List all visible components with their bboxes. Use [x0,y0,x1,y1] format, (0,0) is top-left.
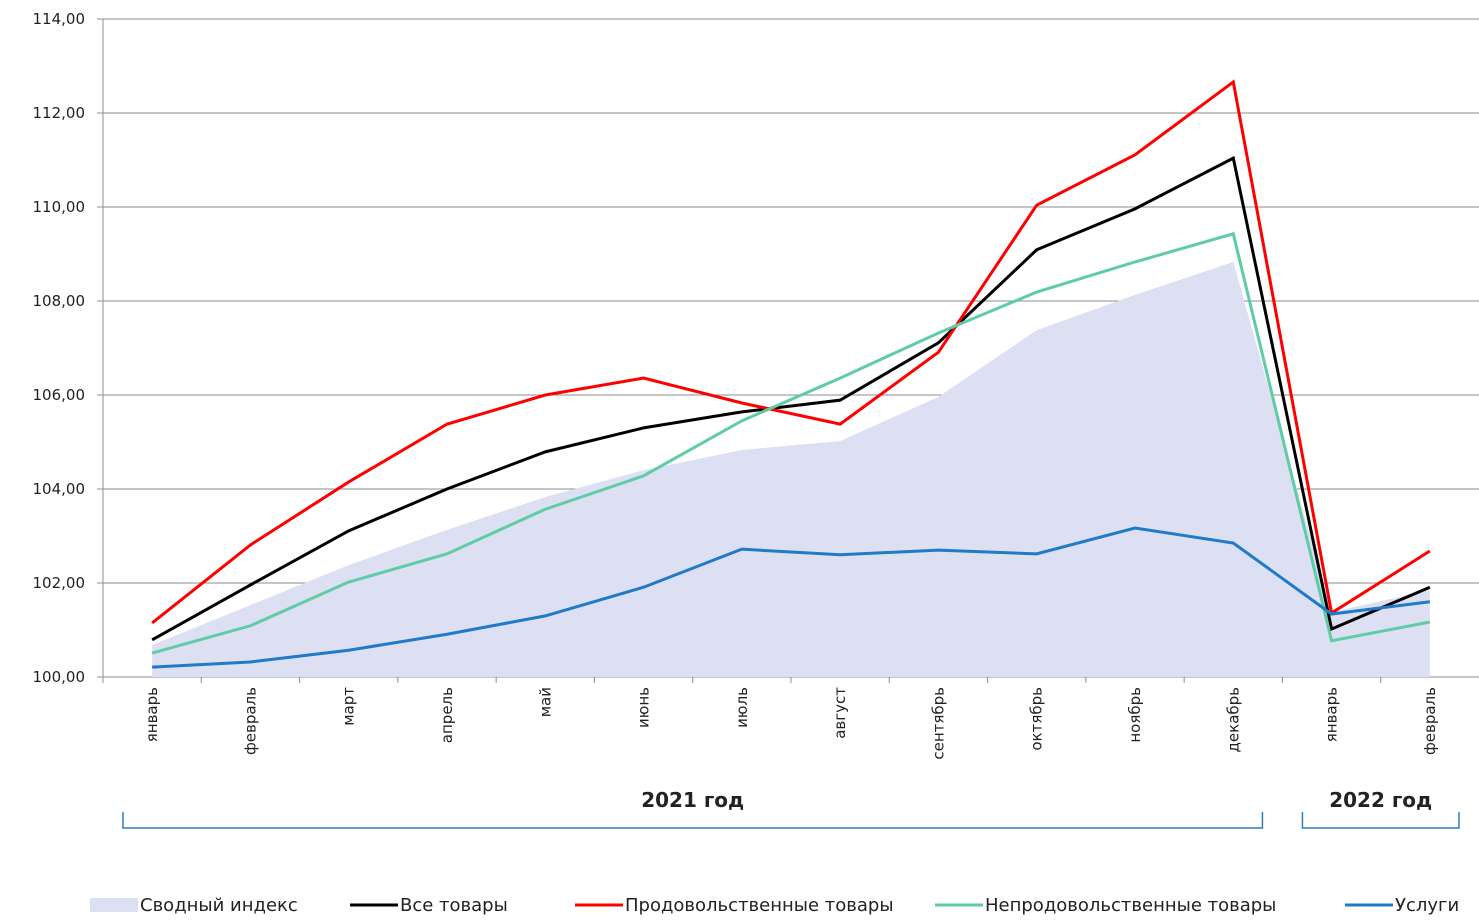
line [151,155,1431,642]
legend-swatch [90,898,138,912]
x-tick-label: апрель [438,687,456,743]
x-tick-label: август [831,687,849,739]
legend-label: Непродовольственные товары [985,895,1276,916]
legend-label: Продовольственные товары [625,895,894,916]
x-tick-label: июль [733,687,751,728]
group-label: 2021 год [641,788,744,812]
x-tick-label: февраль [1421,687,1439,755]
y-tick-label: 106,00 [33,386,86,404]
legend-label: Все товары [400,895,508,916]
y-tick-label: 104,00 [33,480,86,498]
x-tick-label: ноябрь [1126,687,1144,743]
x-tick-label: сентябрь [929,687,947,760]
x-tick-label: март [340,687,358,726]
y-tick-label: 112,00 [33,104,86,122]
x-tick-label: февраль [241,687,259,755]
x-tick-label: январь [1323,687,1341,742]
y-tick-label: 110,00 [33,198,86,216]
group-label: 2022 год [1329,788,1432,812]
y-tick-label: 108,00 [33,292,86,310]
x-tick-label: октябрь [1028,687,1046,751]
area [152,261,1430,677]
x-tick-label: июнь [635,687,653,728]
line [152,526,1431,669]
x-tick-label: декабрь [1224,687,1242,752]
line [151,79,1431,625]
x-tick-label: май [536,687,554,717]
line [151,231,1431,655]
y-tick-label: 100,00 [33,668,86,686]
y-tick-label: 114,00 [33,10,86,28]
legend-label: Услуги [1395,895,1459,916]
group-bracket [1301,812,1460,829]
y-tick-label: 102,00 [33,574,86,592]
group-bracket [122,812,1264,829]
legend-label: Сводный индекс [140,895,298,916]
x-tick-label: январь [143,687,161,742]
marks [151,79,1431,677]
